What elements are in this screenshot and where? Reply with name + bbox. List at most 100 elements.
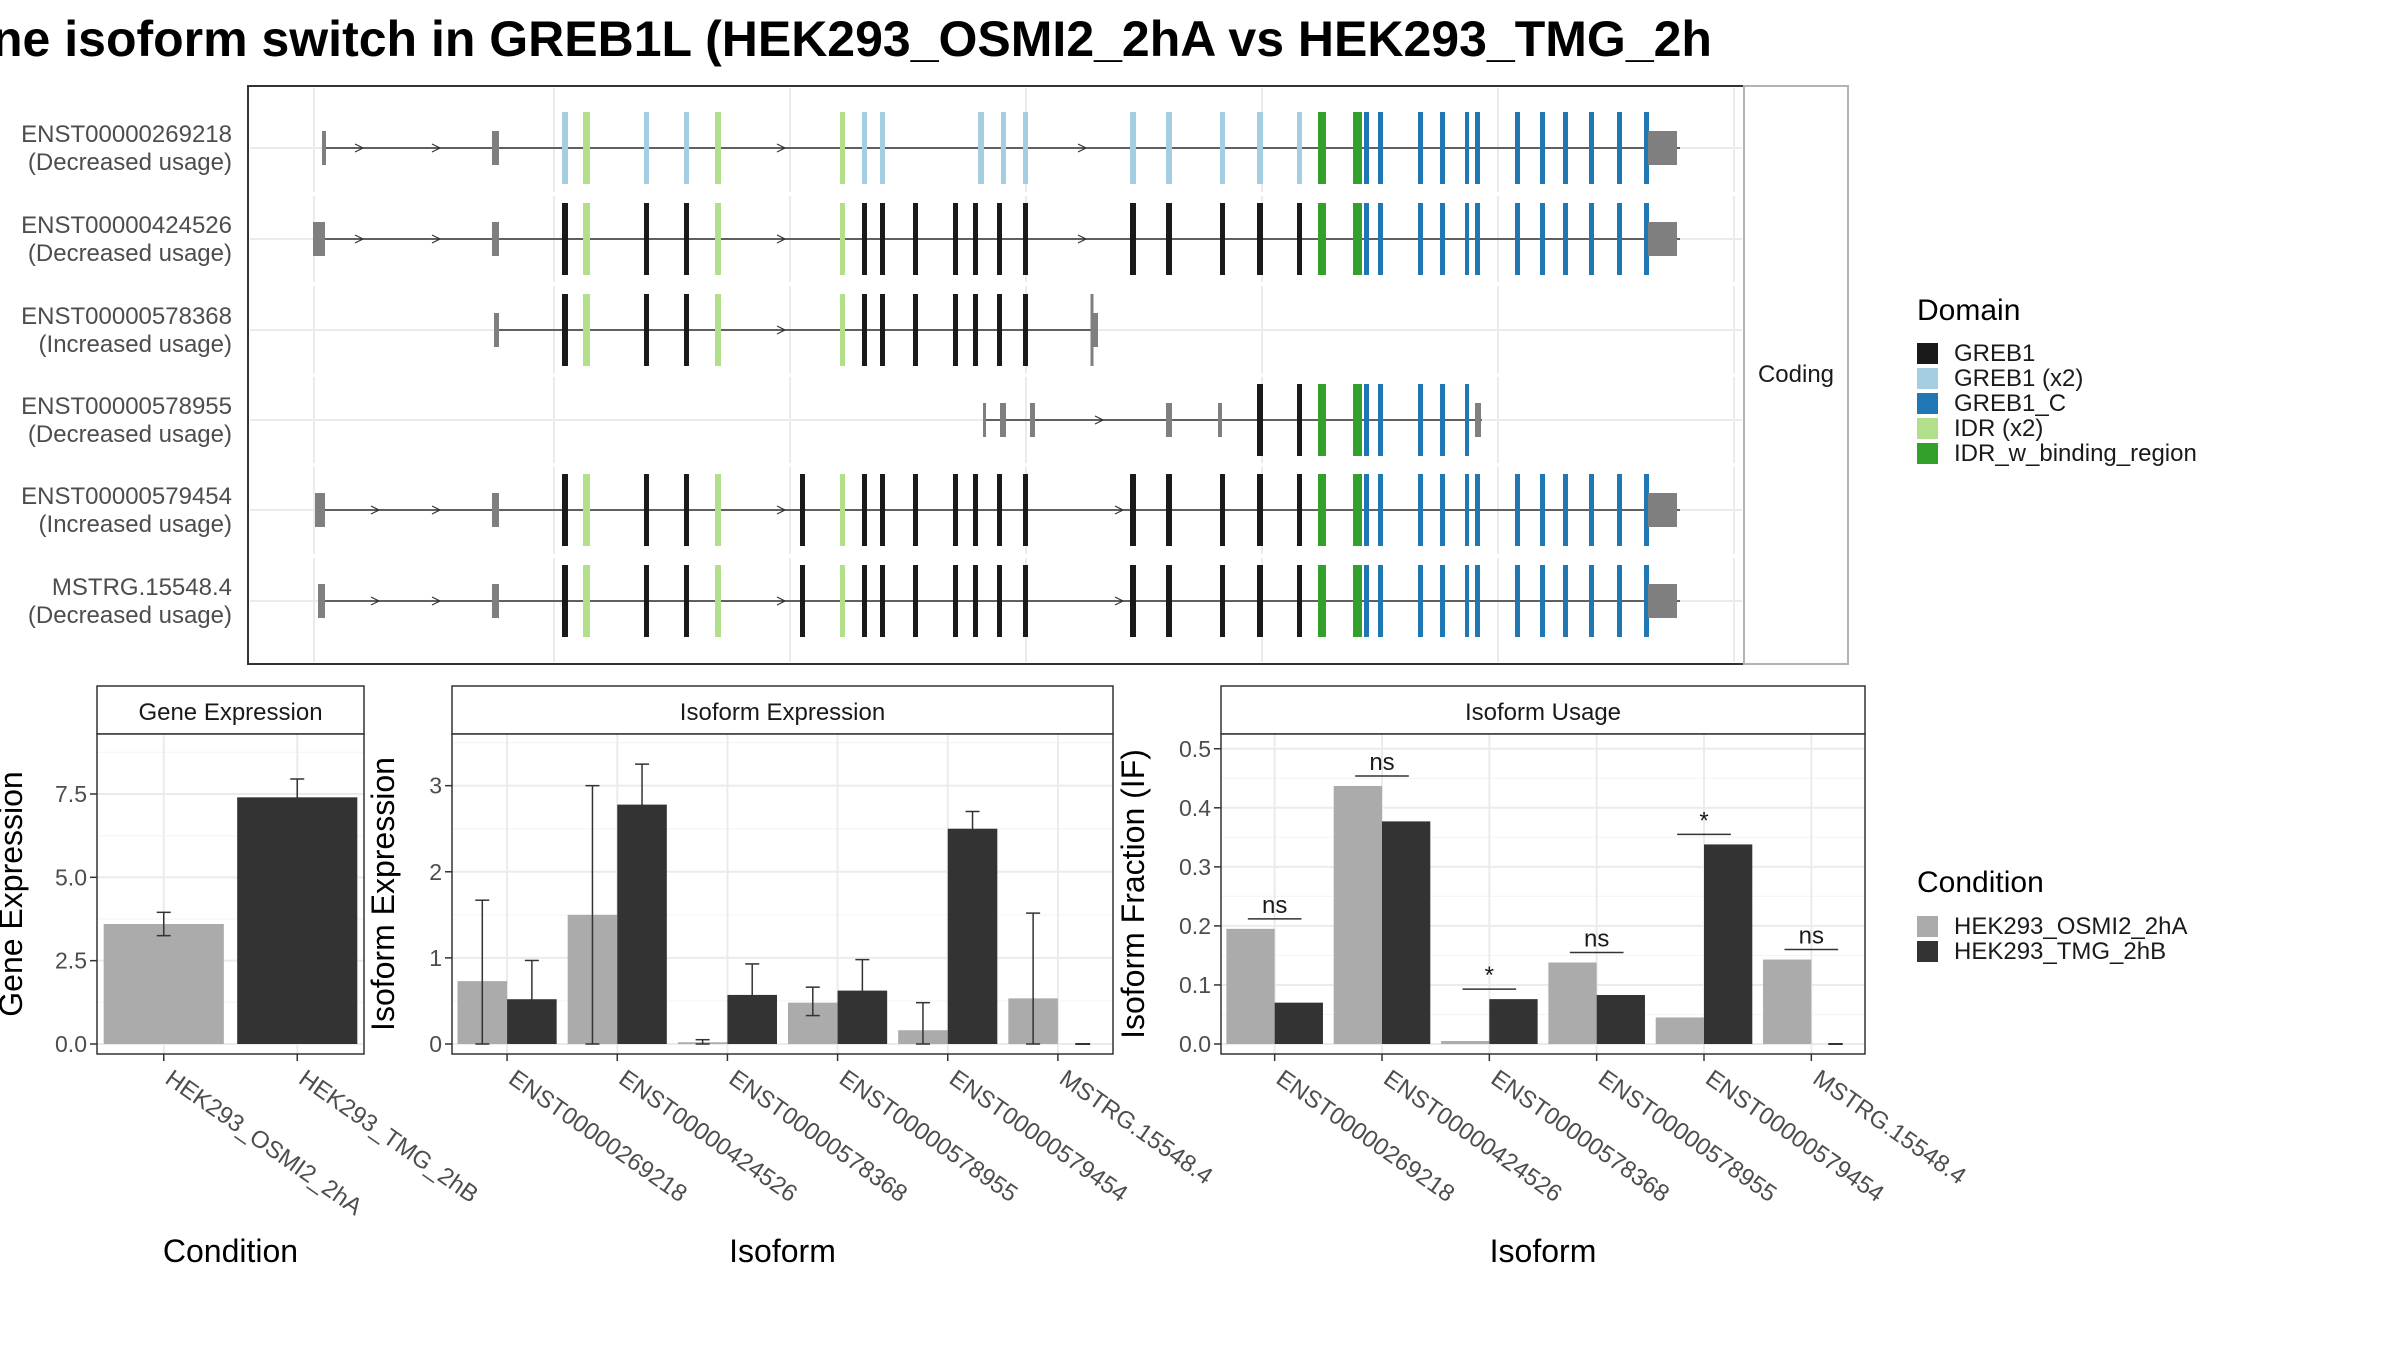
coding-exon	[913, 203, 918, 275]
coding-exon	[684, 474, 689, 546]
coding-exon	[997, 294, 1002, 366]
coding-exon	[1297, 474, 1302, 546]
coding-exon	[1166, 203, 1172, 275]
direction-arrow	[370, 505, 381, 515]
x-tick-label: ENST00000424526	[614, 1065, 802, 1208]
coding-exon	[715, 112, 721, 184]
greb1c-exon	[1589, 203, 1594, 275]
coding-exon	[953, 203, 958, 275]
y-tick-label: 1	[429, 945, 442, 971]
panel-strip	[1220, 685, 1866, 735]
direction-arrow	[1094, 415, 1105, 425]
y-tick-label: 0.4	[1179, 795, 1211, 821]
greb1c-exon	[1475, 112, 1480, 184]
transcript-row: ENST00000578368(Increased usage)	[21, 294, 1098, 366]
utr-block	[492, 131, 499, 165]
greb1c-exon	[1440, 203, 1445, 275]
transcript-row: ENST00000269218(Decreased usage)	[21, 112, 1680, 184]
idr-binding-exon	[1318, 565, 1326, 637]
coding-exon	[1130, 565, 1136, 637]
y-tick-label: 2	[429, 859, 442, 885]
condition-legend-title: Condition	[1917, 866, 2044, 899]
coding-exon	[644, 203, 649, 275]
coding-exon	[1297, 112, 1302, 184]
y-axis-title: Gene Expression	[0, 771, 29, 1016]
coding-exon	[1257, 203, 1263, 275]
coding-exon	[715, 565, 721, 637]
idr-binding-exon	[1318, 112, 1326, 184]
bar	[1274, 1002, 1323, 1044]
transcript-row: MSTRG.15548.4(Decreased usage)	[28, 565, 1680, 637]
coding-exon	[1023, 474, 1028, 546]
direction-arrow	[354, 143, 365, 153]
coding-exon	[953, 565, 958, 637]
coding-exon	[880, 565, 885, 637]
y-tick-label: 0.3	[1179, 854, 1211, 880]
coding-exon	[1130, 203, 1136, 275]
y-tick-label: 0.2	[1179, 913, 1211, 939]
greb1c-exon	[1465, 203, 1469, 275]
bar	[1763, 959, 1812, 1044]
significance-label: ns	[1584, 926, 1609, 953]
condition-legend-label: HEK293_TMG_2hB	[1954, 938, 2166, 965]
significance-label: ns	[1369, 749, 1394, 776]
y-tick-label: 7.5	[55, 781, 87, 807]
coding-exon	[973, 474, 978, 546]
greb1c-exon	[1465, 384, 1469, 456]
significance-label: ns	[1262, 892, 1287, 919]
coding-exon	[1130, 112, 1136, 184]
coding-exon	[862, 203, 867, 275]
greb1c-exon	[1364, 112, 1369, 184]
coding-exon	[583, 203, 590, 275]
greb1c-exon	[1644, 203, 1649, 275]
transcript-row: ENST00000579454(Increased usage)	[21, 474, 1680, 546]
coding-exon	[583, 474, 590, 546]
greb1c-exon	[1515, 203, 1520, 275]
coding-exon	[1257, 474, 1263, 546]
x-tick-label: ENST00000578955	[834, 1065, 1022, 1208]
coding-exon	[973, 203, 978, 275]
coding-exon	[644, 294, 649, 366]
coding-exon	[862, 474, 867, 546]
utr-block	[1030, 403, 1035, 437]
domain-legend-label: IDR_w_binding_region	[1954, 440, 2197, 467]
panel-strip-label: Isoform Usage	[1465, 699, 1621, 726]
direction-arrow	[354, 234, 365, 244]
coding-exon	[862, 565, 867, 637]
coding-exon	[1023, 112, 1028, 184]
transcript-usage-label: (Decreased usage)	[28, 602, 232, 629]
coding-exon	[973, 565, 978, 637]
coding-exon	[715, 294, 721, 366]
coding-exon	[862, 294, 867, 366]
coding-exon	[840, 565, 845, 637]
coding-exon	[583, 294, 590, 366]
utr-block	[1648, 222, 1677, 256]
utr-block	[313, 222, 325, 256]
transcript-id-label: ENST00000578368	[21, 303, 232, 330]
direction-arrow	[1077, 143, 1088, 153]
y-tick-label: 0.0	[55, 1031, 87, 1057]
greb1c-exon	[1563, 203, 1568, 275]
x-axis-title: Isoform	[729, 1233, 836, 1269]
domain-legend-swatch	[1917, 368, 1938, 389]
bar	[1704, 844, 1753, 1044]
greb1c-exon	[1418, 203, 1423, 275]
x-axis-title: Condition	[163, 1233, 298, 1269]
utr-block	[492, 584, 499, 618]
domain-legend-swatch	[1917, 443, 1938, 464]
greb1c-exon	[1418, 474, 1423, 546]
bar	[1226, 928, 1275, 1044]
coding-exon	[562, 565, 568, 637]
greb1c-exon	[1475, 474, 1480, 546]
transcript-usage-label: (Decreased usage)	[28, 149, 232, 176]
direction-arrow	[1114, 596, 1125, 606]
bar	[1441, 1041, 1490, 1044]
domain-legend-label: IDR (x2)	[1954, 415, 2043, 442]
idr-binding-exon	[1318, 474, 1326, 546]
domain-legend-swatch	[1917, 343, 1938, 364]
idr-binding-exon	[1353, 112, 1362, 184]
utr-block	[494, 313, 499, 347]
utr-block	[1000, 403, 1006, 437]
